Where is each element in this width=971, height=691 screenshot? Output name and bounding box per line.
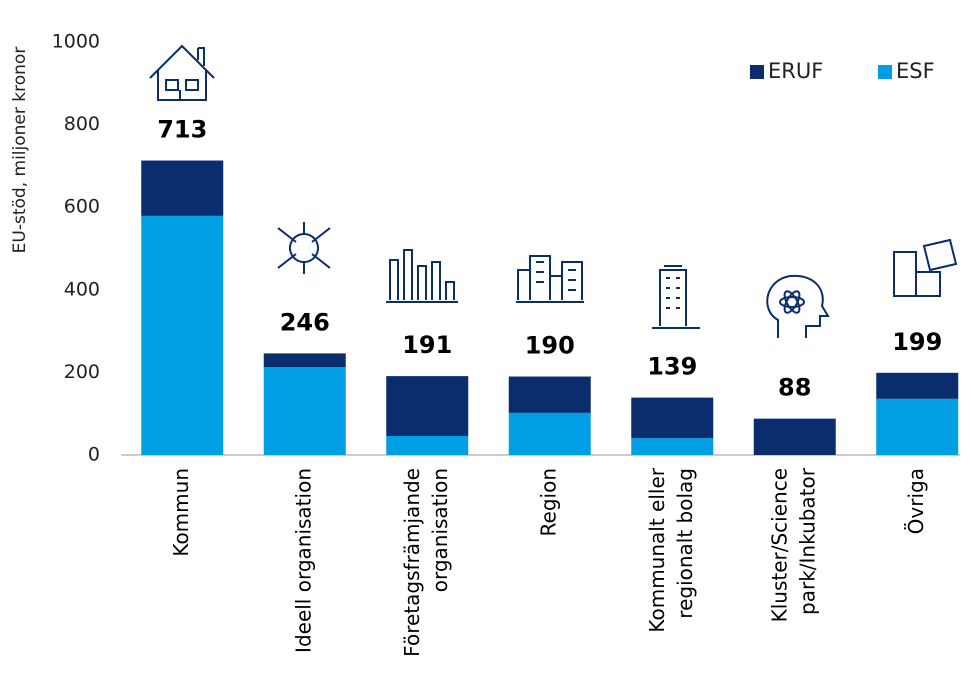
bar-segment [508,412,591,455]
x-tick-label: Kommunalt eller [645,467,669,632]
bar-segment [508,376,591,413]
x-tick-label: Ideell organisation [291,468,315,653]
x-tick-label: organisation [428,468,452,592]
x-tick-label: Övriga [904,468,928,534]
total-label: 713 [157,116,207,144]
bar-segment [263,367,346,455]
x-tick-label: park/Inkubator [795,467,819,615]
bar-segment [876,398,959,455]
x-tick-label: Kluster/Science [767,468,791,622]
bar-segment [753,418,836,455]
bar-segment [631,397,714,439]
y-tick-label: 800 [64,113,100,135]
y-tick-label: 400 [64,278,100,300]
bar-segment [263,353,346,368]
y-tick-label: 200 [64,361,100,383]
y-tick-label: 0 [88,444,100,466]
total-label: 88 [778,374,811,402]
x-tick-label: Företagsfrämjande [400,468,424,657]
total-label: 199 [892,328,942,356]
x-tick-label: Kommun [169,468,193,557]
total-label: 246 [280,308,330,336]
bar-segment [141,215,224,455]
legend-swatch [878,65,892,79]
bar-segment [386,376,469,437]
x-tick-label: Region [536,468,560,536]
y-tick-label: 600 [64,196,100,218]
y-tick-label: 1000 [52,31,100,53]
legend-label: ESF [896,59,935,83]
y-axis-title: EU-stöd, miljoner kronor [10,47,30,254]
total-label: 190 [525,332,575,360]
x-tick-label: regionalt bolag [673,468,697,619]
bar-segment [631,438,714,455]
icons [149,44,958,338]
total-label: 139 [647,353,697,381]
total-label: 191 [402,331,452,359]
bar-segment [141,160,224,216]
legend-swatch [750,65,764,79]
legend-label: ERUF [768,59,823,83]
bar-segment [386,436,469,455]
bar-segment [876,372,959,399]
